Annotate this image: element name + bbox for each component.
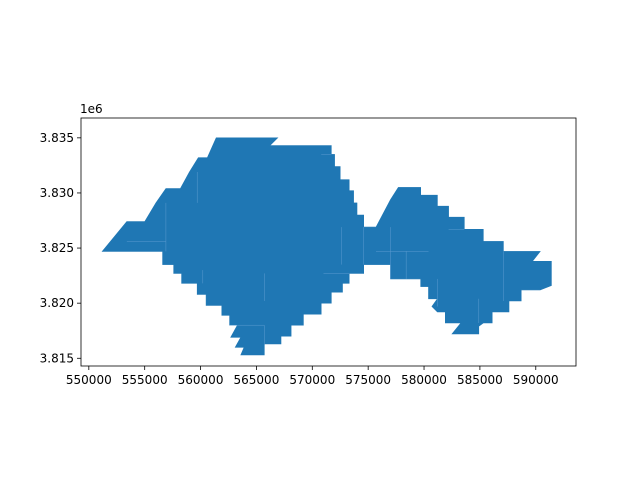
y-offset-label: 1e6 xyxy=(80,102,103,116)
plot-frame xyxy=(80,117,577,367)
x-tick-label: 590000 xyxy=(513,373,559,387)
x-tick-label: 580000 xyxy=(401,373,447,387)
y-tick-label: 3.835 xyxy=(40,131,74,145)
x-tick-label: 550000 xyxy=(66,373,112,387)
x-tick-label: 575000 xyxy=(345,373,391,387)
y-tick-label: 3.825 xyxy=(40,241,74,255)
y-tick-label: 3.830 xyxy=(40,186,74,200)
x-tick-label: 585000 xyxy=(457,373,503,387)
x-tick-label: 555000 xyxy=(122,373,168,387)
map-plot-area xyxy=(80,117,577,367)
region-polygon xyxy=(101,137,552,356)
x-axis: 550000 555000 560000 565000 570000 575000 5800… xyxy=(66,366,559,387)
y-tick-label: 3.815 xyxy=(40,351,74,365)
x-tick-label: 560000 xyxy=(178,373,224,387)
y-axis: 3.815 3.820 3.825 3.830 3.835 xyxy=(40,131,81,365)
x-tick-label: 565000 xyxy=(234,373,280,387)
x-tick-label: 570000 xyxy=(289,373,335,387)
y-tick-label: 3.820 xyxy=(40,296,74,310)
